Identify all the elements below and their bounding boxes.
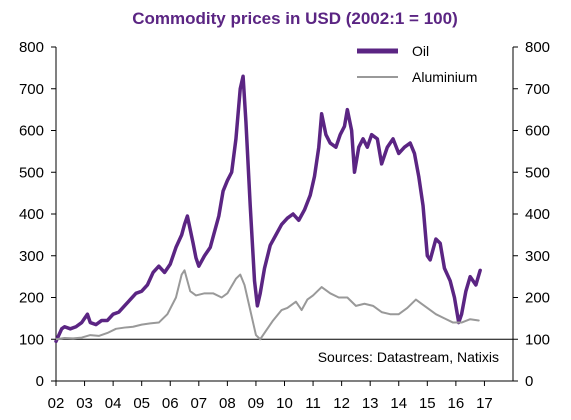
y-tick-label-left: 200 xyxy=(19,290,44,307)
y-tick-label-left: 800 xyxy=(19,39,44,56)
y-tick-label-left: 300 xyxy=(19,248,44,265)
y-tick-label-right: 300 xyxy=(525,248,550,265)
y-tick-label-right: 400 xyxy=(525,206,550,223)
x-tick-label: 02 xyxy=(48,395,65,412)
y-tick-label-left: 400 xyxy=(19,206,44,223)
x-tick-label: 13 xyxy=(362,395,379,412)
x-tick-label: 15 xyxy=(419,395,436,412)
y-tick-label-right: 200 xyxy=(525,290,550,307)
x-tick-label: 12 xyxy=(333,395,350,412)
x-tick-label: 05 xyxy=(133,395,150,412)
legend-aluminium-label: Aluminium xyxy=(412,69,477,85)
x-tick-label: 03 xyxy=(76,395,93,412)
oil-series-line xyxy=(54,74,482,344)
y-tick-label-right: 100 xyxy=(525,331,550,348)
y-tick-label-left: 100 xyxy=(19,331,44,348)
x-tick-label: 07 xyxy=(190,395,207,412)
grid-layer xyxy=(55,47,514,382)
y-tick-label-left: 700 xyxy=(19,81,44,98)
source-note: Sources: Datastream, Natixis xyxy=(318,349,499,365)
x-tick-label: 08 xyxy=(219,395,236,412)
x-tick-label: 16 xyxy=(448,395,465,412)
x-tick-label: 17 xyxy=(476,395,493,412)
x-tick-label: 04 xyxy=(105,395,122,412)
x-tick-label: 06 xyxy=(162,395,179,412)
x-axis-ticks: 02 03 04 05 06 07 08 09 10 11 12 13 14 15 16 17 xyxy=(48,381,493,412)
y-tick-label-right: 600 xyxy=(525,123,550,140)
legend-oil-label: Oil xyxy=(412,43,429,59)
x-tick-label: 11 xyxy=(305,395,321,412)
left-axis-ticks: 0 100 200 300 400 500 600 700 800 xyxy=(19,39,56,390)
y-tick-label-left: 0 xyxy=(36,373,44,390)
y-tick-label-left: 600 xyxy=(19,123,44,140)
x-tick-label: 10 xyxy=(276,395,293,412)
y-tick-label-right: 0 xyxy=(525,373,533,390)
x-tick-label: 09 xyxy=(248,395,265,412)
y-tick-label-right: 500 xyxy=(525,164,550,181)
y-tick-label-left: 500 xyxy=(19,164,44,181)
right-axis-ticks: 0 100 200 300 400 500 600 700 800 xyxy=(513,39,550,390)
aluminium-series-line xyxy=(55,269,480,341)
series-layer xyxy=(54,74,482,344)
x-tick-label: 14 xyxy=(390,395,407,412)
y-tick-label-right: 800 xyxy=(525,39,550,56)
chart-title: Commodity prices in USD (2002:1 = 100) xyxy=(132,9,457,28)
y-tick-label-right: 700 xyxy=(525,81,550,98)
